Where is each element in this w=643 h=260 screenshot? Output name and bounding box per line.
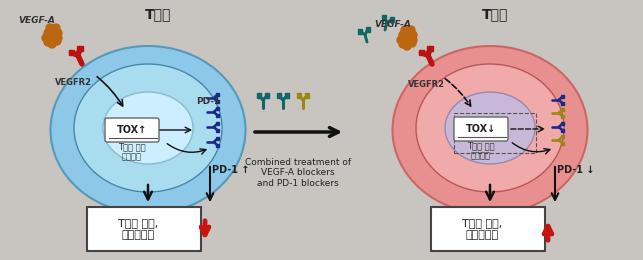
Circle shape (408, 39, 416, 47)
Bar (215, 107, 219, 110)
FancyBboxPatch shape (105, 118, 159, 142)
Text: T세포 기능,
항종양효과: T세포 기능, 항종양효과 (462, 218, 502, 240)
Text: PD-1 ↑: PD-1 ↑ (212, 165, 249, 175)
Text: Combined treatment of
VEGF-A blockers
and PD-1 blockers: Combined treatment of VEGF-A blockers an… (245, 158, 351, 188)
Bar (297, 93, 301, 98)
Bar (419, 50, 424, 55)
Text: TOX↓: TOX↓ (466, 124, 496, 134)
Bar (77, 46, 83, 51)
Bar (285, 93, 289, 98)
Text: T세포 약화
프로그램: T세포 약화 프로그램 (118, 142, 146, 161)
Circle shape (54, 34, 62, 42)
Circle shape (404, 31, 412, 39)
Circle shape (54, 29, 62, 37)
Circle shape (407, 26, 415, 34)
Text: VEGF-A: VEGF-A (374, 20, 411, 29)
FancyBboxPatch shape (454, 117, 508, 141)
Circle shape (399, 40, 407, 48)
Bar (215, 114, 219, 117)
Bar (390, 17, 394, 22)
Bar (276, 93, 281, 98)
Bar (215, 128, 219, 132)
Text: TOX↑: TOX↑ (117, 125, 147, 135)
Circle shape (44, 29, 52, 37)
Text: T세포 기능,
항종양효과: T세포 기능, 항종양효과 (118, 218, 158, 240)
Bar (428, 46, 433, 51)
Ellipse shape (103, 92, 193, 164)
Bar (257, 93, 261, 98)
Circle shape (48, 34, 56, 42)
Circle shape (399, 31, 407, 39)
Bar (215, 144, 219, 147)
FancyBboxPatch shape (87, 207, 201, 251)
Circle shape (42, 34, 50, 42)
Circle shape (397, 36, 405, 44)
Circle shape (52, 24, 60, 32)
Bar (561, 115, 565, 118)
Circle shape (44, 38, 52, 46)
Text: T세포: T세포 (145, 7, 171, 21)
Text: T세포: T세포 (482, 7, 508, 21)
Bar (561, 122, 565, 126)
Ellipse shape (74, 64, 222, 192)
Bar (383, 16, 386, 20)
Circle shape (53, 37, 61, 45)
Bar (561, 128, 565, 132)
Bar (561, 95, 565, 99)
Circle shape (49, 29, 57, 37)
Ellipse shape (416, 64, 564, 192)
Ellipse shape (445, 92, 535, 164)
Circle shape (403, 36, 411, 44)
Bar (365, 28, 370, 32)
Text: PD-1: PD-1 (196, 97, 221, 106)
Bar (69, 50, 74, 55)
Bar (561, 108, 565, 112)
Text: VEGFR2: VEGFR2 (55, 78, 92, 87)
Ellipse shape (51, 46, 246, 214)
Text: PD-1 ↓: PD-1 ↓ (557, 165, 595, 175)
Bar (358, 29, 363, 34)
Bar (215, 137, 219, 140)
Circle shape (401, 26, 409, 34)
Bar (305, 93, 309, 98)
Circle shape (409, 36, 417, 44)
Bar (215, 100, 219, 103)
Bar (561, 141, 565, 145)
Circle shape (48, 40, 56, 48)
Bar (561, 135, 565, 139)
Ellipse shape (392, 46, 588, 214)
Text: VEGFR2: VEGFR2 (408, 80, 445, 89)
Text: VEGF-A: VEGF-A (18, 16, 55, 25)
Bar (215, 122, 219, 126)
Circle shape (403, 42, 411, 50)
Text: T세포 약화
프로그램: T세포 약화 프로그램 (467, 141, 495, 160)
Bar (265, 93, 269, 98)
Circle shape (46, 24, 54, 32)
Circle shape (409, 31, 417, 39)
Bar (215, 93, 219, 96)
FancyBboxPatch shape (431, 207, 545, 251)
Bar (561, 102, 565, 105)
